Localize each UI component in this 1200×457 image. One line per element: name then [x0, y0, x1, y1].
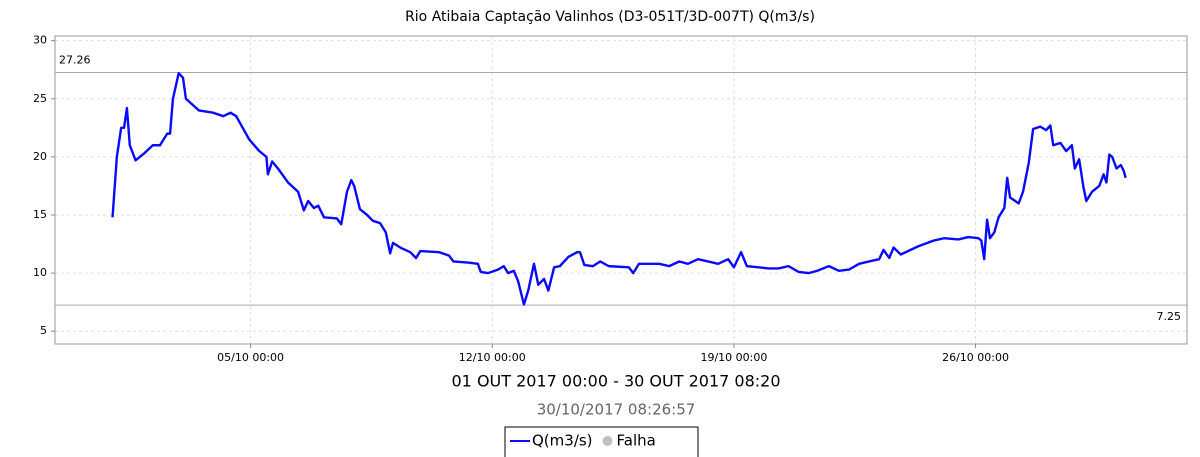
y-tick-label: 5: [40, 324, 47, 337]
x-tick-label: 26/10 00:00: [942, 351, 1009, 364]
timestamp: 30/10/2017 08:26:57: [537, 401, 696, 419]
y-tick-label: 25: [33, 92, 47, 105]
y-tick-label: 30: [33, 34, 47, 47]
legend-box: [504, 426, 699, 457]
reference-label: 27.26: [59, 53, 91, 66]
y-tick-label: 15: [33, 208, 47, 221]
subtitle: 01 OUT 2017 00:00 - 30 OUT 2017 08:20: [452, 372, 781, 391]
legend-label: Falha: [617, 432, 656, 450]
data-line: [111, 71, 1127, 306]
y-tick-label: 10: [33, 266, 47, 279]
chart-title: Rio Atibaia Captação Valinhos (D3-051T/3…: [405, 9, 815, 25]
y-tick-label: 20: [33, 150, 47, 163]
reference-label: 7.25: [1157, 310, 1182, 323]
x-tick-label: 12/10 00:00: [459, 351, 526, 364]
x-tick-label: 19/10 00:00: [700, 351, 767, 364]
legend-label: Q(m3/s): [532, 432, 593, 450]
plot-area: [54, 35, 1188, 345]
legend-swatch: [602, 436, 613, 446]
x-tick-label: 05/10 00:00: [217, 351, 284, 364]
